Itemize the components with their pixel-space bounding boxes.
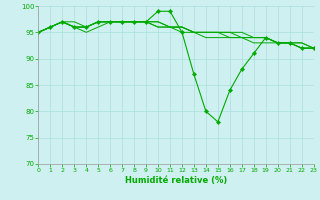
X-axis label: Humidité relative (%): Humidité relative (%)	[125, 176, 227, 185]
